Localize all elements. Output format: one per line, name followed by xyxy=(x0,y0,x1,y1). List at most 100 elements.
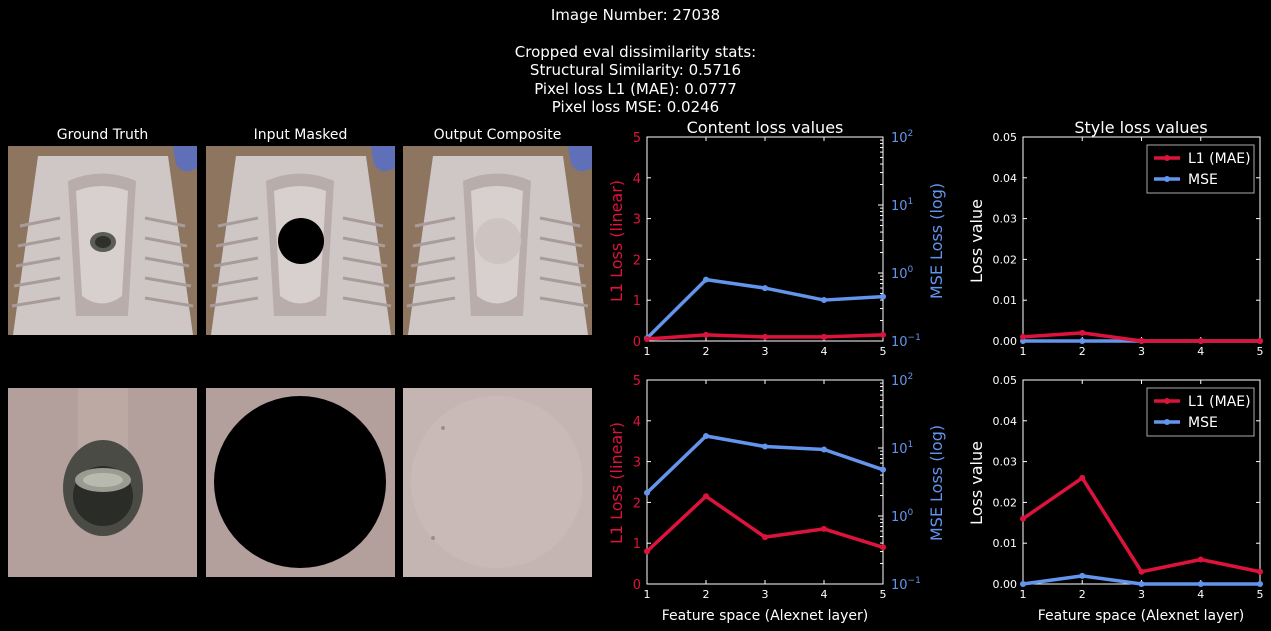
mse-series-point xyxy=(880,293,886,300)
legend-swatch-marker xyxy=(1164,155,1170,161)
l1-series-point xyxy=(1020,333,1026,340)
input-masked-crop-image xyxy=(206,388,395,577)
mse-series-point xyxy=(880,466,886,473)
x-tick-label: 5 xyxy=(1257,345,1264,358)
mse-series-point xyxy=(1020,581,1026,587)
ground-truth-crop-image xyxy=(8,388,197,577)
legend: L1 (MAE) MSE xyxy=(1146,387,1255,437)
style-loss-bottom-plot: Loss value Feature space (Alexnet layer)… xyxy=(967,374,1264,624)
legend-label: L1 (MAE) xyxy=(1188,394,1251,410)
y-tick-label: 0.03 xyxy=(993,213,1018,226)
x-tick-label: 5 xyxy=(1257,588,1264,601)
mse-tick-label: 101 xyxy=(891,440,913,457)
l1-series-point xyxy=(1138,568,1145,575)
mse-stat: Pixel loss MSE: 0.0246 xyxy=(551,98,720,116)
mse-tick-exponent: −1 xyxy=(908,333,921,343)
mse-tick-label: 101 xyxy=(891,197,913,214)
mse-tick-exponent: 1 xyxy=(908,440,914,450)
y-axis-label: Loss value xyxy=(967,441,986,525)
l1-series-point xyxy=(703,331,709,338)
l1-series-line xyxy=(1022,476,1261,574)
legend-label: MSE xyxy=(1188,172,1218,188)
y-tick-label: 0.05 xyxy=(993,374,1018,387)
input-masked-title: Input Masked xyxy=(253,127,348,143)
x-tick-label: 5 xyxy=(880,588,887,601)
x-tick-label: 1 xyxy=(644,345,651,358)
y-axis-label: Loss value xyxy=(967,199,986,283)
l1-series-point xyxy=(1197,338,1204,344)
mse-tick-label: 10−1 xyxy=(891,333,921,350)
y-tick-label: 0.00 xyxy=(993,335,1018,348)
y-tick-label: 0.01 xyxy=(993,294,1018,307)
figure-header: Image Number: 27038 Cropped eval dissimi… xyxy=(0,0,1271,117)
mse-tick-label: 100 xyxy=(891,265,914,282)
l1-series-point xyxy=(821,525,827,532)
ground-truth-title: Ground Truth xyxy=(56,127,149,143)
l1-series-point xyxy=(880,331,886,338)
y-tick-label: 0.04 xyxy=(993,172,1018,185)
x-tick-label: 2 xyxy=(1079,345,1086,358)
content-loss-bottom-plot: L1 Loss (linear) MSE Loss (log) Feature … xyxy=(607,372,946,624)
ground-truth-full-image xyxy=(8,146,197,335)
x-tick-label: 4 xyxy=(1197,345,1204,358)
mse-tick-label: 102 xyxy=(891,372,913,389)
x-axis-label: Feature space (Alexnet layer) xyxy=(662,608,868,624)
mse-series-point xyxy=(1197,581,1204,587)
mse-tick-exponent: 2 xyxy=(908,372,914,382)
mse-series-point xyxy=(762,285,768,292)
y-tick-label: 0.00 xyxy=(993,578,1018,591)
l1-series-line xyxy=(645,494,884,553)
l1-tick-label: 2 xyxy=(633,253,641,268)
mse-series-point xyxy=(1257,581,1263,587)
l1-series-point xyxy=(1079,329,1086,336)
l1-tick-label: 1 xyxy=(633,537,641,552)
mse-series-point xyxy=(762,443,768,450)
l1-series-point xyxy=(1138,338,1145,344)
x-tick-label: 3 xyxy=(1138,588,1145,601)
x-tick-label: 4 xyxy=(1197,588,1204,601)
y-tick-label: 0.02 xyxy=(993,496,1018,509)
l1-tick-label: 2 xyxy=(633,496,641,511)
mse-tick-exponent: 0 xyxy=(908,265,914,275)
l1-tick-label: 5 xyxy=(633,374,641,389)
output-composite-full-image xyxy=(403,146,592,335)
y-tick-label: 0.05 xyxy=(993,131,1018,144)
mse-series-point xyxy=(1138,581,1145,587)
l1-tick-label: 4 xyxy=(633,415,641,430)
legend-swatch-marker xyxy=(1164,419,1170,425)
l1-series-point xyxy=(1020,515,1026,522)
mse-tick-label: 10−1 xyxy=(891,576,921,593)
image-number: Image Number: 27038 xyxy=(550,6,721,24)
l1-series-point xyxy=(880,544,886,551)
x-tick-label: 1 xyxy=(1020,588,1027,601)
x-axis-label: Feature space (Alexnet layer) xyxy=(1038,608,1244,624)
legend-box xyxy=(1146,387,1255,437)
l1-tick-label: 0 xyxy=(633,578,641,593)
legend-label: L1 (MAE) xyxy=(1188,151,1251,167)
l1-tick-label: 3 xyxy=(633,456,641,471)
mse-axis-label: MSE Loss (log) xyxy=(927,425,946,541)
ssim-stat: Structural Similarity: 0.5716 xyxy=(529,61,742,79)
x-tick-label: 5 xyxy=(880,345,887,358)
l1-tick-label: 4 xyxy=(633,172,641,187)
legend-label: MSE xyxy=(1188,415,1218,431)
output-composite-title: Output Composite xyxy=(433,127,562,143)
x-tick-label: 2 xyxy=(703,345,710,358)
mse-series-point xyxy=(1079,572,1086,579)
l1-series-point xyxy=(1257,568,1263,575)
l1-series-point xyxy=(703,493,709,500)
x-tick-label: 2 xyxy=(1079,588,1086,601)
l1-series-point xyxy=(644,548,650,555)
legend-swatch-marker xyxy=(1164,398,1170,404)
mse-series-point xyxy=(821,446,827,453)
l1-tick-label: 0 xyxy=(633,335,641,350)
l1-series-point xyxy=(821,333,827,340)
legend-swatch-marker xyxy=(1164,176,1170,182)
y-tick-label: 0.02 xyxy=(993,253,1018,266)
l1-axis-label: L1 Loss (linear) xyxy=(607,422,626,544)
l1-series-point xyxy=(762,534,768,541)
x-tick-label: 3 xyxy=(1138,345,1145,358)
content-plot-title: Content loss values xyxy=(687,118,844,137)
x-tick-label: 3 xyxy=(762,345,769,358)
x-tick-label: 3 xyxy=(762,588,769,601)
